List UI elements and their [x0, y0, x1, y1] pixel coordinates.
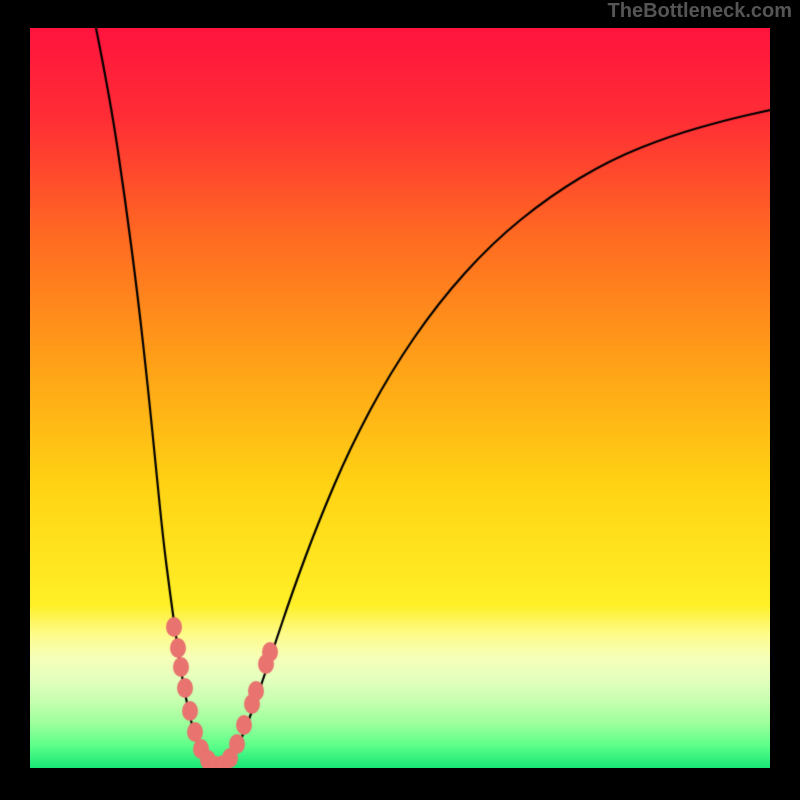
attribution-label: TheBottleneck.com: [608, 0, 792, 23]
curve-highlight-markers: [30, 28, 770, 768]
figure-root: TheBottleneck.com: [0, 0, 800, 800]
